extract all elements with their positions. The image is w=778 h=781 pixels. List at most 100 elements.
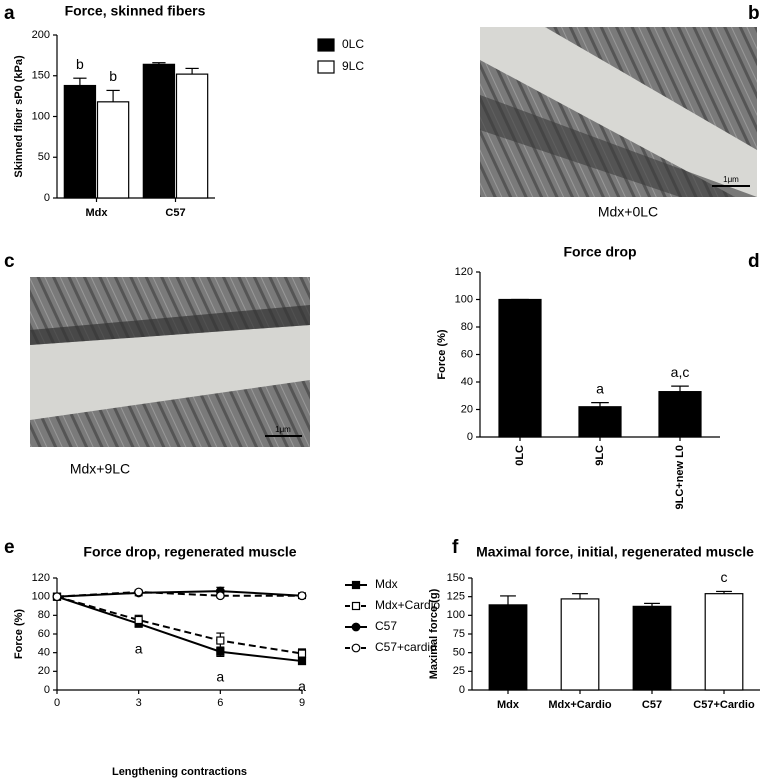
- micrograph-b: 1μm: [480, 27, 757, 197]
- y-tick-label: 120: [32, 572, 50, 584]
- point: [52, 592, 62, 602]
- bar: [488, 604, 528, 691]
- legend-label: Mdx: [375, 577, 398, 591]
- y-tick-label: 125: [447, 591, 465, 603]
- legend-label: C57+cardio: [375, 640, 437, 654]
- bar: [498, 298, 542, 438]
- bar: [142, 63, 176, 199]
- caption: Mdx+0LC: [598, 204, 658, 220]
- y-tick-label: 40: [38, 647, 50, 659]
- panel-letter: a: [4, 3, 15, 24]
- bar: [96, 101, 130, 199]
- x-tick-label: 9LC: [594, 445, 606, 466]
- y-tick-label: 80: [38, 609, 50, 621]
- chart-title: Force, skinned fibers: [65, 3, 206, 19]
- micrograph-c: 1μm: [30, 277, 310, 447]
- x-tick-label: 0LC: [514, 445, 526, 466]
- series-line: [56, 590, 303, 598]
- legend-swatch: [317, 38, 335, 52]
- series-line: [56, 590, 302, 598]
- legend-marker: [351, 580, 361, 590]
- y-tick-label: 0: [44, 684, 50, 696]
- bar: [632, 605, 672, 691]
- y-axis-label: Force (%): [13, 609, 25, 659]
- point: [215, 591, 225, 601]
- x-tick-label: 6: [217, 697, 223, 709]
- y-tick-label: 80: [461, 321, 473, 333]
- chart-title: Force drop, regenerated muscle: [83, 544, 296, 560]
- legend-marker: [351, 601, 361, 611]
- x-tick-label: Mdx: [86, 207, 109, 219]
- legend-label: 9LC: [342, 59, 364, 73]
- legend-label: Mdx+Cardio: [375, 598, 440, 612]
- annotation: c: [721, 569, 728, 585]
- annotation: b: [76, 56, 84, 72]
- point: [134, 587, 144, 597]
- point: [134, 615, 143, 625]
- panel-letter: c: [4, 251, 15, 272]
- annotation: b: [109, 68, 117, 84]
- point: [216, 636, 225, 645]
- y-tick-label: 0: [459, 684, 465, 696]
- annotation: a: [135, 640, 143, 656]
- panel-letter: f: [452, 537, 459, 558]
- bar: [175, 73, 209, 199]
- y-tick-label: 0: [44, 192, 50, 204]
- legend-marker: [351, 643, 361, 653]
- chart-title: Force drop: [563, 244, 636, 260]
- x-tick-label: C57: [165, 207, 185, 219]
- bar: [704, 593, 744, 691]
- bar: [578, 406, 622, 438]
- bar: [63, 84, 97, 199]
- y-tick-label: 0: [467, 431, 473, 443]
- panel-letter: e: [4, 537, 15, 558]
- caption: Mdx+9LC: [70, 461, 130, 477]
- y-tick-label: 100: [447, 609, 465, 621]
- x-tick-label: 9: [299, 697, 305, 709]
- annotation: a: [216, 668, 224, 684]
- panel-letter: d: [748, 251, 760, 272]
- x-tick-label: C57: [642, 699, 662, 711]
- annotation: a,c: [671, 364, 690, 380]
- y-tick-label: 60: [461, 348, 473, 360]
- y-tick-label: 150: [32, 70, 50, 82]
- y-tick-label: 120: [455, 266, 473, 278]
- x-tick-label: 0: [54, 697, 60, 709]
- y-tick-label: 50: [38, 151, 50, 163]
- y-tick-label: 25: [453, 665, 465, 677]
- legend-marker: [351, 622, 361, 632]
- y-axis-label: Force (%): [436, 329, 448, 379]
- bar: [658, 391, 702, 438]
- x-tick-label: C57+Cardio: [693, 699, 755, 711]
- series-line: [56, 595, 303, 655]
- x-tick-label: 9LC+new L0: [674, 445, 686, 510]
- annotation: a: [596, 380, 604, 396]
- bar: [560, 598, 600, 691]
- y-tick-label: 60: [38, 628, 50, 640]
- x-tick-label: Mdx+Cardio: [548, 699, 612, 711]
- legend-label: C57: [375, 619, 397, 633]
- legend-label: 0LC: [342, 37, 364, 51]
- y-axis-label: Skinned fiber sP0 (kPa): [13, 55, 25, 178]
- y-tick-label: 20: [461, 403, 473, 415]
- point: [297, 649, 307, 658]
- y-tick-label: 100: [32, 591, 50, 603]
- y-tick-label: 40: [461, 376, 473, 388]
- series-line: [56, 595, 303, 663]
- point: [297, 591, 307, 601]
- x-tick-label: 3: [136, 697, 142, 709]
- scale-label: 1μm: [723, 175, 739, 184]
- y-tick-label: 100: [455, 293, 473, 305]
- panel-letter: b: [748, 3, 760, 24]
- x-tick-label: Mdx: [497, 699, 520, 711]
- y-tick-label: 150: [447, 572, 465, 584]
- y-axis-label: Maximal force (g): [428, 588, 440, 679]
- y-tick-label: 200: [32, 29, 50, 41]
- y-tick-label: 75: [453, 628, 465, 640]
- y-tick-label: 20: [38, 665, 50, 677]
- scale-label: 1μm: [275, 425, 291, 434]
- legend-swatch: [317, 60, 335, 74]
- chart-title: Maximal force, initial, regenerated musc…: [476, 544, 754, 560]
